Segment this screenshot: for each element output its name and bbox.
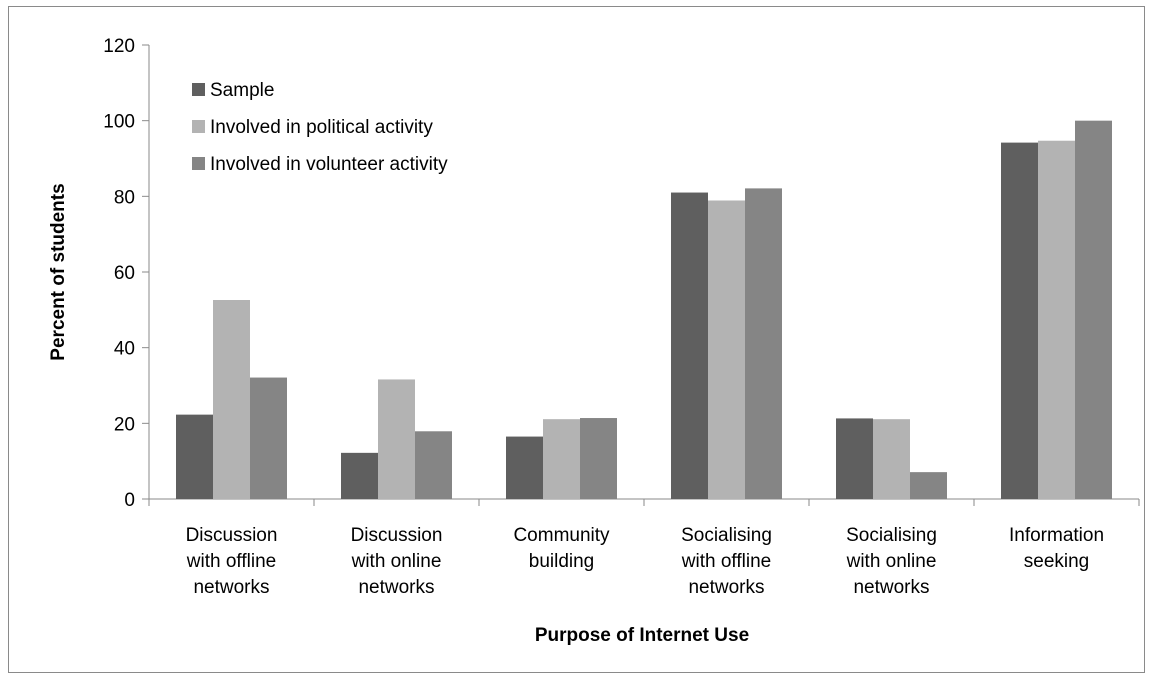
- legend-swatch: [192, 83, 205, 96]
- bar-involved-in-political-activity-2: [543, 419, 580, 499]
- chart-frame: 0 20 40 60 80 100 120 Discussion with offline ne…: [8, 6, 1145, 673]
- bar-involved-in-volunteer-activity-1: [415, 431, 452, 499]
- x-category-label-line: networks: [358, 577, 434, 598]
- bar-involved-in-volunteer-activity-4: [910, 472, 947, 499]
- y-tick-label: 0: [124, 490, 135, 511]
- x-category-label-line: with offline: [681, 551, 771, 572]
- bar-involved-in-volunteer-activity-2: [580, 418, 617, 499]
- bar-involved-in-volunteer-activity-0: [250, 377, 287, 499]
- x-axis-title: Purpose of Internet Use: [535, 625, 749, 646]
- x-category-label-line: building: [529, 551, 595, 572]
- x-category-label-line: Community: [513, 525, 610, 546]
- legend-label: Involved in volunteer activity: [210, 154, 448, 175]
- bar-involved-in-volunteer-activity-5: [1075, 120, 1112, 500]
- bar-sample-0: [176, 414, 213, 499]
- legend-swatch: [192, 120, 205, 133]
- bar-sample-1: [341, 452, 378, 499]
- x-category-label-line: with online: [351, 551, 442, 572]
- x-category-label-line: with online: [846, 551, 937, 572]
- bar-sample-5: [1001, 142, 1038, 500]
- x-category-label-line: Socialising: [681, 525, 772, 546]
- bar-involved-in-political-activity-3: [708, 200, 745, 499]
- bar-involved-in-volunteer-activity-3: [745, 188, 782, 499]
- x-category-label-line: networks: [688, 577, 764, 598]
- x-category-label: Discussion with online networks: [351, 525, 443, 598]
- bar-sample-4: [836, 418, 873, 499]
- legend-swatch: [192, 157, 205, 170]
- bar-involved-in-political-activity-5: [1038, 140, 1075, 500]
- bars: [176, 120, 1112, 500]
- y-tick-label: 100: [103, 112, 135, 133]
- y-tick-label: 80: [114, 187, 135, 208]
- y-tick-label: 60: [114, 263, 135, 284]
- y-axis-title: Percent of students: [48, 183, 69, 360]
- x-category-label: Information seeking: [1009, 525, 1104, 572]
- x-category-label-line: networks: [853, 577, 929, 598]
- y-tick-label: 20: [114, 414, 135, 435]
- legend-label: Sample: [210, 80, 274, 101]
- bar-involved-in-political-activity-4: [873, 419, 910, 499]
- legend: Sample Involved in political activity Invo…: [192, 80, 448, 175]
- x-category-label: Socialising with offline networks: [681, 525, 772, 598]
- bar-sample-2: [506, 436, 543, 499]
- x-category-label: Socialising with online networks: [846, 525, 937, 598]
- x-category-label-line: with offline: [186, 551, 276, 572]
- x-category-label-line: seeking: [1024, 551, 1090, 572]
- x-category-label: Community building: [513, 525, 610, 572]
- x-category-label: Discussion with offline networks: [186, 525, 278, 598]
- x-category-label-line: networks: [193, 577, 269, 598]
- bar-chart: 0 20 40 60 80 100 120 Discussion with offline ne…: [48, 36, 1140, 646]
- x-category-label-line: Discussion: [186, 525, 278, 546]
- x-axis: Discussion with offline networksDiscussion…: [148, 498, 1140, 598]
- x-category-label-line: Discussion: [351, 525, 443, 546]
- x-category-label-line: Information: [1009, 525, 1104, 546]
- bar-sample-3: [671, 192, 708, 500]
- bar-involved-in-political-activity-1: [378, 379, 415, 499]
- bar-involved-in-political-activity-0: [213, 299, 250, 499]
- y-axis: 0 20 40 60 80 100 120: [103, 36, 150, 511]
- y-tick-label: 40: [114, 339, 135, 360]
- legend-label: Involved in political activity: [210, 117, 433, 138]
- y-tick-label: 120: [103, 36, 135, 57]
- x-category-label-line: Socialising: [846, 525, 937, 546]
